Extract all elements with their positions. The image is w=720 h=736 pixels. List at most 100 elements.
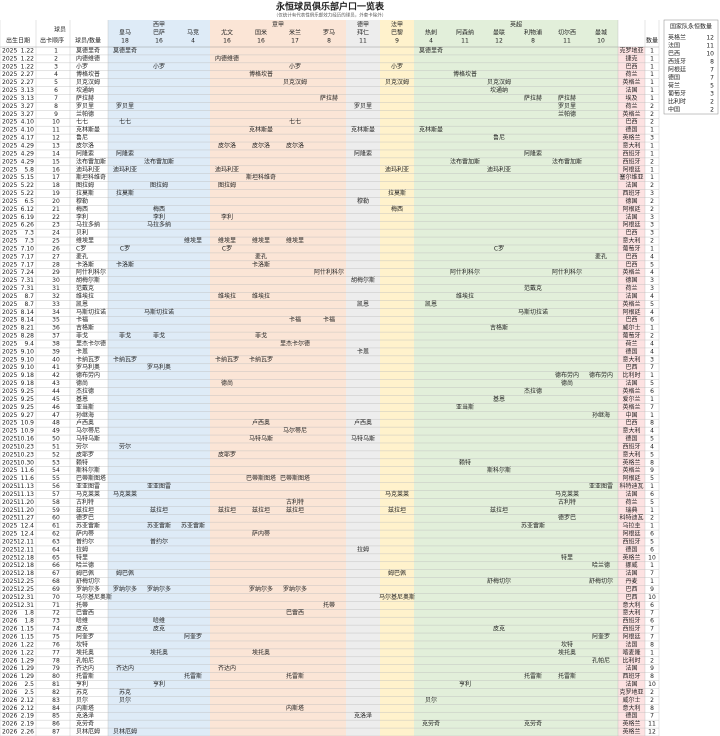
player: 姆巴佩	[76, 569, 94, 577]
date: 3.27	[21, 103, 35, 110]
club-cell: 苏亚雷斯	[521, 522, 545, 530]
order: 60	[52, 515, 60, 522]
side-nation: 中国	[668, 106, 680, 114]
nation: 阿根廷	[622, 308, 640, 316]
order: 10	[52, 119, 60, 126]
date: 2.5	[24, 689, 34, 696]
side-nation: 荷兰	[668, 82, 680, 90]
order: 40	[52, 356, 60, 363]
order: 73	[52, 618, 60, 625]
club-cell: 博格坎普	[249, 70, 273, 78]
club-cell: 巴蒂斯图塔	[246, 474, 276, 482]
date: 9.18	[21, 372, 35, 379]
nation-count: 1	[650, 47, 654, 54]
date: 1.22	[21, 641, 35, 648]
order: 66	[52, 562, 60, 569]
club-cell: 里杰卡尔德	[280, 339, 310, 347]
club-cell: 拉姆	[357, 545, 369, 553]
nation-count: 8	[650, 641, 654, 648]
order: 30	[52, 277, 60, 284]
order: 23	[52, 222, 60, 229]
club-column	[414, 20, 448, 736]
date: 4.10	[21, 119, 35, 126]
club-cell: 维埃里	[218, 237, 236, 245]
order: 19	[52, 190, 60, 197]
order: 18	[52, 182, 60, 189]
club-column	[244, 20, 278, 736]
year: 2026	[2, 626, 17, 633]
date: 10.30	[17, 459, 34, 466]
side-count: 5	[710, 83, 714, 90]
club-name: 阿森纳	[456, 29, 474, 37]
nation-count: 1	[650, 127, 654, 134]
nation-count: 1	[650, 150, 654, 157]
year: 2025	[2, 325, 17, 332]
player: 吉格斯	[76, 324, 94, 332]
nation: 巴西	[625, 261, 637, 268]
player: 苏克	[76, 688, 88, 696]
nation: 科特迪瓦	[619, 482, 643, 490]
order: 68	[52, 578, 60, 585]
order: 87	[52, 729, 60, 736]
date: 5.22	[21, 182, 35, 189]
order: 21	[52, 206, 60, 213]
order: 25	[52, 238, 60, 245]
player: 罗纳尔多	[76, 585, 100, 593]
player: 赖特	[76, 458, 88, 466]
club-column	[448, 20, 482, 736]
club-cell: 博格坎普	[453, 70, 477, 78]
player: 孔帕尼	[76, 656, 94, 664]
player: 鲁尼	[76, 134, 88, 142]
nation-count: 3	[650, 222, 654, 229]
player: 卡纳瓦罗	[76, 355, 100, 363]
club-cell: 阿隆索	[116, 149, 134, 157]
club-cell: 埃托奥	[252, 648, 270, 656]
club-cell: 亚当斯	[456, 403, 474, 411]
nation: 挪威	[625, 561, 637, 569]
title: 永恒球员俱乐部户口一览表	[275, 1, 385, 13]
order: 81	[52, 681, 60, 688]
nation-count: 7	[650, 570, 654, 577]
club-cell: 兹拉坦	[286, 506, 304, 514]
club-cell: 孙继海	[592, 411, 610, 419]
year: 2025	[2, 190, 17, 197]
nation-count: 1	[650, 63, 654, 70]
club-cell: 罗纳尔多	[113, 585, 137, 593]
club-cell: 莫德里奇	[419, 46, 443, 54]
club-cell: 萨拉赫	[524, 94, 542, 102]
nation: 英格兰	[622, 720, 640, 728]
club-count: 16	[223, 38, 231, 45]
nation: 喀麦隆	[622, 648, 640, 656]
order: 32	[52, 293, 60, 300]
year: 2025	[2, 142, 17, 149]
year: 2025	[2, 277, 17, 284]
date: 10.9	[21, 420, 35, 427]
player: 七七	[76, 118, 88, 126]
order: 34	[52, 309, 60, 316]
club-cell: 舒梅切尔	[487, 577, 511, 585]
order: 31	[52, 285, 60, 292]
year: 2025	[2, 428, 17, 435]
nation-count: 1	[650, 396, 654, 403]
nation: 巴西	[625, 253, 637, 260]
nation: 巴西	[625, 317, 637, 324]
player: 马特乌斯	[76, 435, 100, 443]
player: 里杰卡尔德	[76, 339, 106, 347]
side-nation: 西班牙	[668, 58, 686, 66]
player: 巴雷西	[76, 610, 94, 617]
year: 2025	[2, 586, 17, 593]
club-name: 拜仁	[357, 29, 369, 37]
club-cell: 坎通纳	[490, 86, 508, 94]
club-cell: 克林斯曼	[249, 126, 273, 134]
player: 坎特	[76, 640, 88, 648]
date: 12.11	[17, 546, 34, 553]
player: 菲戈	[76, 332, 88, 340]
nation: 英格兰	[622, 268, 640, 276]
date: 2.12	[21, 697, 35, 704]
club-name: 米兰	[289, 29, 301, 37]
order: 43	[52, 380, 60, 387]
nation-count: 1	[650, 507, 654, 514]
year: 2025	[2, 230, 17, 237]
date: 4.29	[21, 142, 35, 149]
